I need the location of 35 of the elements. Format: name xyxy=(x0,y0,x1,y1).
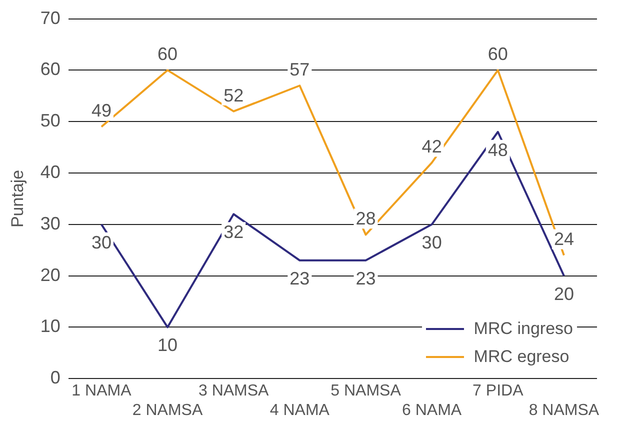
y-axis-title: Puntaje xyxy=(8,170,27,228)
data-label: 57 xyxy=(290,60,310,80)
data-label: 10 xyxy=(158,335,178,356)
y-tick-label: 60 xyxy=(40,59,60,80)
data-label: 52 xyxy=(224,85,244,106)
x-tick-label: 5 NAMSA xyxy=(330,382,402,400)
x-tick-label: 2 NAMSA xyxy=(132,402,203,419)
x-tick-label: 1 NAMA xyxy=(72,382,132,400)
y-tick-label: 20 xyxy=(40,264,60,285)
y-tick-label: 70 xyxy=(40,8,60,28)
x-tick-label: 7 PIDA xyxy=(472,382,524,400)
x-tick-label: 8 NAMSA xyxy=(528,402,600,419)
data-label: 42 xyxy=(422,136,442,157)
data-label: 32 xyxy=(224,222,244,242)
x-tick-label: 6 NAMA xyxy=(402,402,462,419)
data-label: 30 xyxy=(91,232,112,252)
data-label: 20 xyxy=(554,284,574,304)
y-tick-label: 0 xyxy=(50,368,60,388)
data-label: 60 xyxy=(158,44,178,64)
legend-label: MRC egreso xyxy=(474,346,570,367)
legend-label: MRC ingreso xyxy=(474,318,573,339)
y-tick-label: 30 xyxy=(40,213,60,234)
data-label: 24 xyxy=(554,229,574,250)
y-tick-label: 10 xyxy=(40,316,60,336)
x-tick-label: 4 NAMA xyxy=(270,402,330,419)
data-label: 49 xyxy=(91,100,112,121)
y-tick-label: 50 xyxy=(40,110,60,131)
data-label: 23 xyxy=(356,268,376,288)
data-label: 60 xyxy=(488,44,508,64)
data-label: 30 xyxy=(422,232,442,252)
data-label: 48 xyxy=(488,140,508,160)
y-tick-label: 40 xyxy=(40,162,60,182)
data-label: 23 xyxy=(290,268,310,288)
x-tick-label: 3 NAMSA xyxy=(198,382,270,400)
data-label: 28 xyxy=(356,208,376,229)
